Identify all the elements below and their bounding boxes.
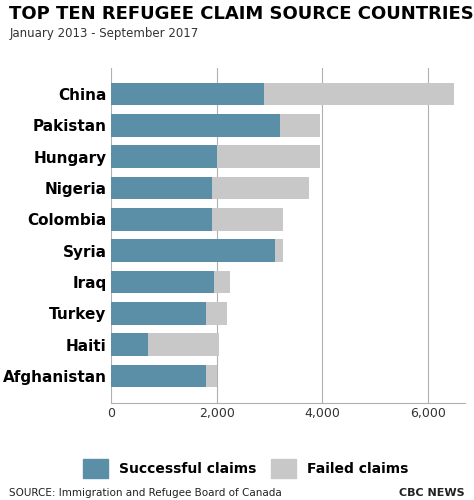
Bar xyxy=(206,302,228,324)
Bar xyxy=(111,208,211,231)
Bar xyxy=(111,146,217,168)
Bar xyxy=(206,364,217,388)
Bar xyxy=(111,240,275,262)
Bar xyxy=(214,270,230,293)
Bar xyxy=(111,176,211,200)
Bar xyxy=(280,114,319,136)
Bar xyxy=(211,176,309,200)
Bar xyxy=(111,334,148,356)
Text: CBC NEWS: CBC NEWS xyxy=(399,488,465,498)
Bar xyxy=(111,270,214,293)
Text: SOURCE: Immigration and Refugee Board of Canada: SOURCE: Immigration and Refugee Board of… xyxy=(9,488,282,498)
Bar xyxy=(111,114,280,136)
Text: TOP TEN REFUGEE CLAIM SOURCE COUNTRIES: TOP TEN REFUGEE CLAIM SOURCE COUNTRIES xyxy=(9,5,474,23)
Legend: Successful claims, Failed claims: Successful claims, Failed claims xyxy=(78,453,414,484)
Text: January 2013 - September 2017: January 2013 - September 2017 xyxy=(9,28,199,40)
Bar xyxy=(264,82,454,106)
Bar xyxy=(148,334,219,356)
Bar xyxy=(111,302,206,324)
Bar xyxy=(111,82,264,106)
Bar xyxy=(211,208,283,231)
Bar xyxy=(275,240,283,262)
Bar xyxy=(111,364,206,388)
Bar xyxy=(217,146,319,168)
